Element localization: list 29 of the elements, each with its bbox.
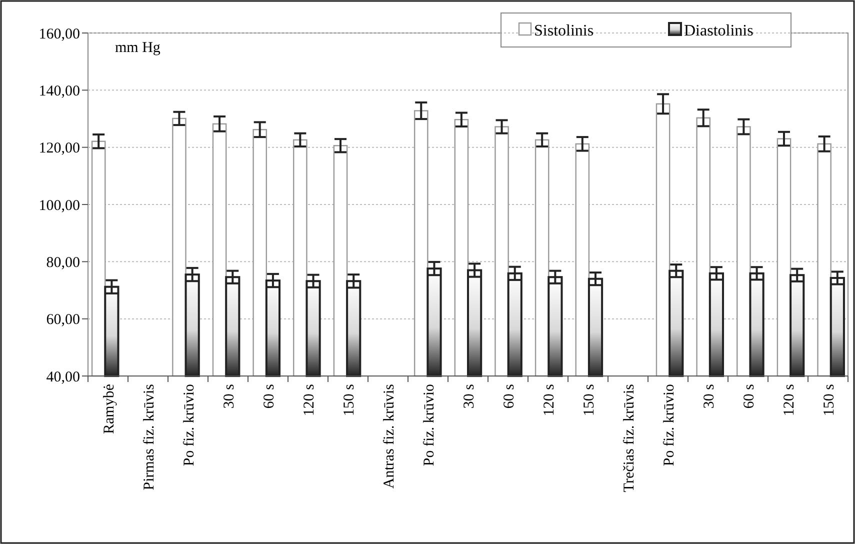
- x-tick-label: 30 s: [461, 384, 478, 409]
- x-tick-label: Pirmas fiz. krūvis: [141, 384, 158, 490]
- x-tick-label: 60 s: [741, 384, 758, 409]
- x-tick-label: Po fiz. krūvio: [661, 384, 678, 466]
- x-tick-label: 60 s: [501, 384, 518, 409]
- x-tick-label: 120 s: [781, 384, 798, 416]
- x-tick-label: 120 s: [301, 384, 318, 416]
- x-tick-label: Ramybė: [101, 384, 118, 434]
- x-tick-label: 150 s: [581, 384, 598, 416]
- y-tick-label: 100,00: [38, 198, 80, 214]
- legend-label: Sistolinis: [534, 22, 594, 40]
- x-tick-label: 30 s: [221, 384, 238, 409]
- y-tick-label: 140,00: [38, 83, 80, 100]
- y-tick-label: 60,00: [46, 312, 80, 328]
- y-tick-label: 40,00: [46, 369, 80, 386]
- y-tick-label: 80,00: [46, 254, 80, 271]
- x-tick-label: 150 s: [821, 384, 838, 416]
- legend-label: Diastolinis: [684, 22, 754, 40]
- annotation: mm Hg: [115, 40, 161, 56]
- x-tick-label: Po fiz. krūvio: [181, 384, 198, 466]
- x-tick-label: Trečias fiz. krūvis: [621, 384, 638, 492]
- x-tick-label: 30 s: [701, 384, 718, 409]
- x-tick-label: 60 s: [261, 384, 278, 409]
- x-tick-label: Antras fiz. krūvis: [381, 384, 398, 489]
- x-tick-label: 120 s: [541, 384, 558, 416]
- x-tick-label: Po fiz. krūvio: [421, 384, 438, 466]
- x-tick-label: 150 s: [341, 384, 358, 416]
- y-tick-label: 120,00: [38, 140, 80, 157]
- y-tick-label: 160,00: [38, 26, 80, 42]
